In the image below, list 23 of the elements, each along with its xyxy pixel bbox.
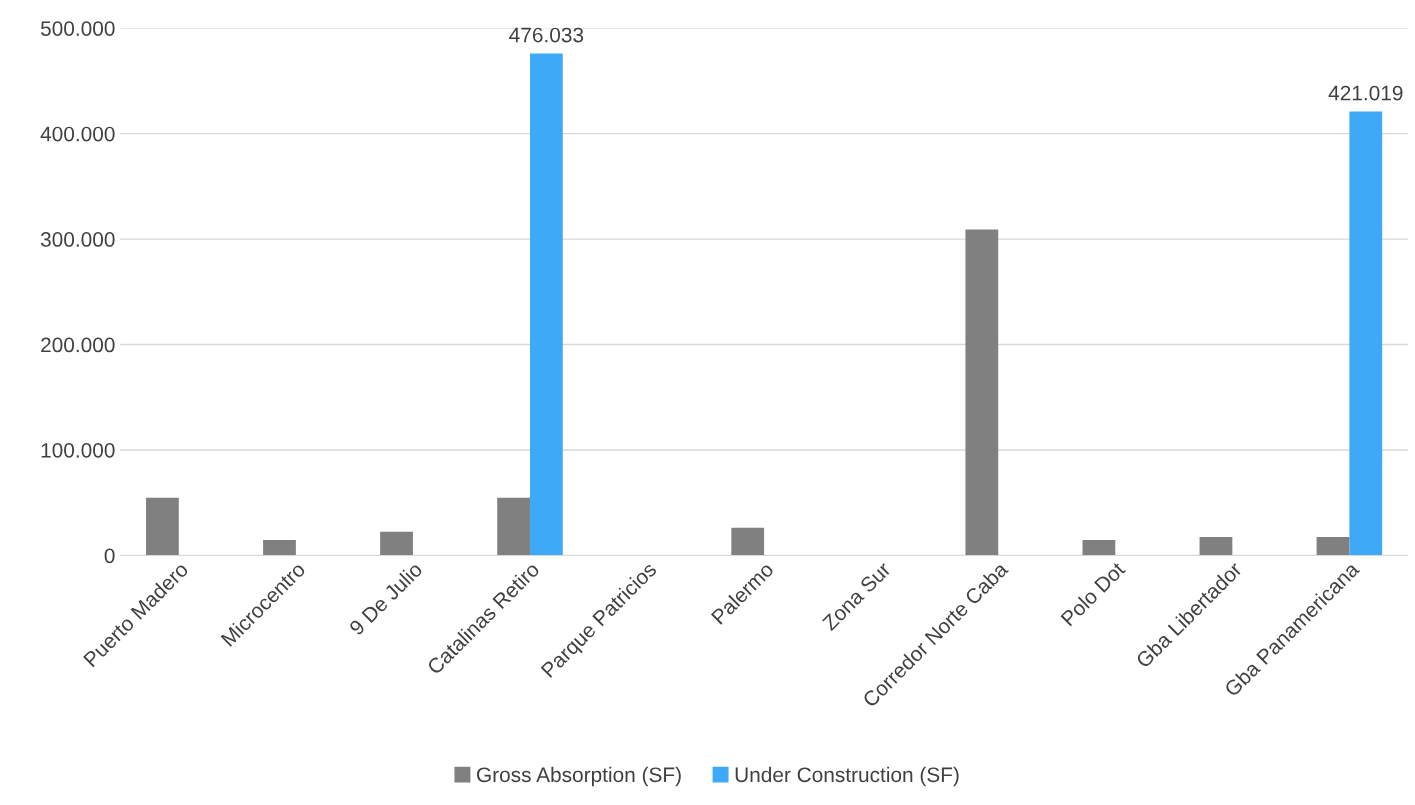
bar: [497, 497, 530, 556]
data-label: 476.033: [509, 27, 584, 43]
bar: [1082, 540, 1116, 556]
bar: [1316, 537, 1350, 556]
bar: [146, 497, 179, 556]
x-tick-label: 9 De Julio: [348, 560, 424, 636]
legend-label: Gross Absorption (SF): [477, 766, 681, 787]
data-label: 421.019: [1328, 85, 1403, 101]
y-tick-label: 400.000: [40, 126, 115, 142]
bar: [965, 229, 999, 556]
bar: [380, 531, 413, 556]
bar: [263, 540, 296, 556]
y-tick-label: 500.000: [40, 21, 115, 36]
y-tick-label: 300.000: [40, 232, 115, 247]
y-tick-label: 200.000: [41, 337, 115, 353]
bar: [1199, 537, 1233, 556]
bar: [529, 53, 563, 556]
bar: [1349, 111, 1383, 556]
y-tick-label: 0: [104, 548, 115, 564]
x-tick-label: Polo Dot: [1059, 560, 1126, 627]
y-tick-label: 100.000: [41, 443, 115, 458]
legend-label: Under Construction (SF): [735, 766, 959, 787]
bar: [731, 527, 765, 556]
